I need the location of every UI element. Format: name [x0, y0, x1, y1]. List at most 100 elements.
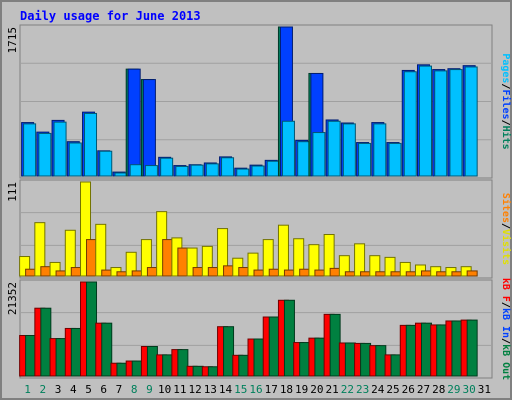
bar-traffic-pages-day-1 — [23, 123, 37, 177]
bar-traffic-pages-day-9 — [144, 165, 158, 177]
bar-traffic-pages-day-27 — [418, 65, 432, 177]
bar-visits-sites-day-26 — [405, 271, 417, 277]
bar-visits-sites-day-18 — [283, 269, 295, 277]
bar-visits-sites-day-2 — [40, 266, 52, 277]
bar-traffic-pages-day-16 — [251, 165, 265, 177]
bar-traffic-pages-day-20 — [312, 132, 326, 177]
bar-visits-sites-day-8 — [131, 270, 143, 277]
legend-entry: / — [500, 338, 511, 344]
bar-visits-visits-day-2 — [34, 222, 46, 277]
bar-volume-kb-out-day-24 — [375, 345, 387, 377]
x-tick-label: 27 — [417, 383, 430, 396]
bar-visits-sites-day-28 — [436, 271, 448, 277]
bar-visits-sites-day-16 — [253, 269, 265, 277]
x-tick-label: 28 — [432, 383, 445, 396]
x-tick-label: 11 — [173, 383, 186, 396]
bar-volume-kb-out-day-27 — [420, 322, 432, 377]
bar-volume-kb-out-day-18 — [283, 299, 295, 377]
bar-visits-visits-day-8 — [125, 251, 137, 277]
bar-traffic-pages-day-21 — [327, 120, 341, 177]
bar-visits-visits-day-1 — [19, 256, 31, 277]
bar-visits-sites-day-11 — [177, 247, 189, 277]
bar-volume-kb-out-day-11 — [177, 349, 189, 377]
bar-visits-visits-day-4 — [64, 229, 76, 277]
bar-visits-visits-day-19 — [293, 238, 305, 277]
bar-visits-visits-day-12 — [186, 247, 198, 277]
bar-volume-kb-out-day-29 — [451, 320, 463, 377]
bar-visits-visits-day-13 — [201, 245, 213, 277]
x-tick-label: 25 — [386, 383, 399, 396]
chart-panels: 1715Pages/Files/Hits111Sites/Visits21352… — [6, 24, 512, 380]
bar-volume-kb-out-day-4 — [70, 327, 82, 377]
bar-visits-sites-day-19 — [299, 268, 311, 277]
bar-visits-sites-day-20 — [314, 269, 326, 277]
bar-traffic-pages-day-11 — [175, 165, 189, 177]
bar-volume-kb-out-day-10 — [162, 354, 174, 377]
bar-visits-sites-day-23 — [360, 271, 372, 277]
bar-volume-kb-out-day-2 — [40, 307, 52, 377]
bar-visits-sites-day-6 — [101, 269, 113, 277]
bar-visits-visits-day-6 — [95, 223, 107, 277]
bar-visits-visits-day-17 — [262, 239, 274, 277]
bar-traffic-pages-day-5 — [84, 112, 98, 177]
bar-traffic-pages-day-24 — [373, 123, 387, 177]
bar-volume-kb-out-day-25 — [390, 354, 402, 377]
bar-visits-sites-day-27 — [420, 270, 432, 277]
bar-volume-kb-out-day-13 — [207, 366, 219, 377]
bar-volume-kb-out-day-30 — [466, 319, 478, 377]
bar-traffic-pages-day-3 — [53, 121, 67, 177]
bar-traffic-pages-day-19 — [297, 141, 311, 177]
x-tick-label: 29 — [447, 383, 460, 396]
bar-traffic-pages-day-29 — [449, 69, 463, 177]
legend-entry: kB In — [500, 308, 511, 338]
bar-visits-visits-day-3 — [49, 261, 61, 277]
bar-volume-kb-out-day-17 — [268, 316, 280, 377]
bar-visits-sites-day-21 — [329, 267, 341, 277]
bar-visits-visits-day-21 — [323, 234, 335, 277]
x-tick-label: 21 — [326, 383, 339, 396]
bar-volume-kb-out-day-7 — [116, 362, 128, 377]
bar-visits-visits-day-14 — [217, 228, 229, 277]
bar-traffic-pages-day-15 — [236, 168, 250, 177]
x-tick-label: 4 — [70, 383, 77, 396]
bar-traffic-pages-day-4 — [68, 142, 82, 177]
x-tick-label: 7 — [116, 383, 123, 396]
bar-visits-sites-day-29 — [451, 271, 463, 277]
bar-volume-kb-out-day-6 — [101, 322, 113, 377]
x-tick-label: 26 — [402, 383, 415, 396]
bar-volume-kb-out-day-19 — [299, 342, 311, 377]
bar-traffic-pages-day-14 — [221, 157, 235, 177]
bar-volume-kb-out-day-20 — [314, 337, 326, 377]
bar-visits-sites-day-3 — [55, 270, 67, 277]
bar-visits-sites-day-30 — [466, 270, 478, 277]
x-tick-label: 17 — [265, 383, 278, 396]
panel-volume-legend: kB F/kB In/kB Out — [500, 278, 511, 380]
bar-volume-kb-out-day-12 — [192, 365, 204, 377]
x-tick-label: 6 — [100, 383, 107, 396]
bar-visits-visits-day-23 — [354, 243, 366, 277]
panel-traffic-legend: Pages/Files/Hits — [500, 53, 512, 149]
x-tick-label: 23 — [356, 383, 369, 396]
bar-traffic-pages-day-8 — [129, 164, 143, 177]
legend-entry: / — [500, 223, 511, 229]
x-tick-label: 20 — [310, 383, 323, 396]
x-tick-label: 30 — [463, 383, 476, 396]
legend-entry: kB F — [500, 278, 511, 302]
bar-visits-visits-day-24 — [369, 255, 381, 277]
x-tick-label: 15 — [234, 383, 247, 396]
bar-volume-kb-out-day-8 — [131, 360, 143, 377]
bar-volume-kb-out-day-15 — [238, 354, 250, 377]
legend-entry: / — [500, 302, 511, 308]
bar-volume-kb-out-day-5 — [86, 281, 98, 377]
x-tick-label: 1 — [24, 383, 31, 396]
bar-traffic-files-day-8 — [127, 68, 141, 177]
panel-volume: 21352 kB F/kB In/kB Out — [6, 278, 511, 380]
bar-visits-visits-day-16 — [247, 252, 259, 277]
legend-entry: / — [500, 120, 511, 126]
bar-visits-sites-day-15 — [238, 267, 250, 277]
x-tick-label: 19 — [295, 383, 308, 396]
bar-visits-visits-day-18 — [277, 224, 289, 277]
x-tick-label: 18 — [280, 383, 293, 396]
